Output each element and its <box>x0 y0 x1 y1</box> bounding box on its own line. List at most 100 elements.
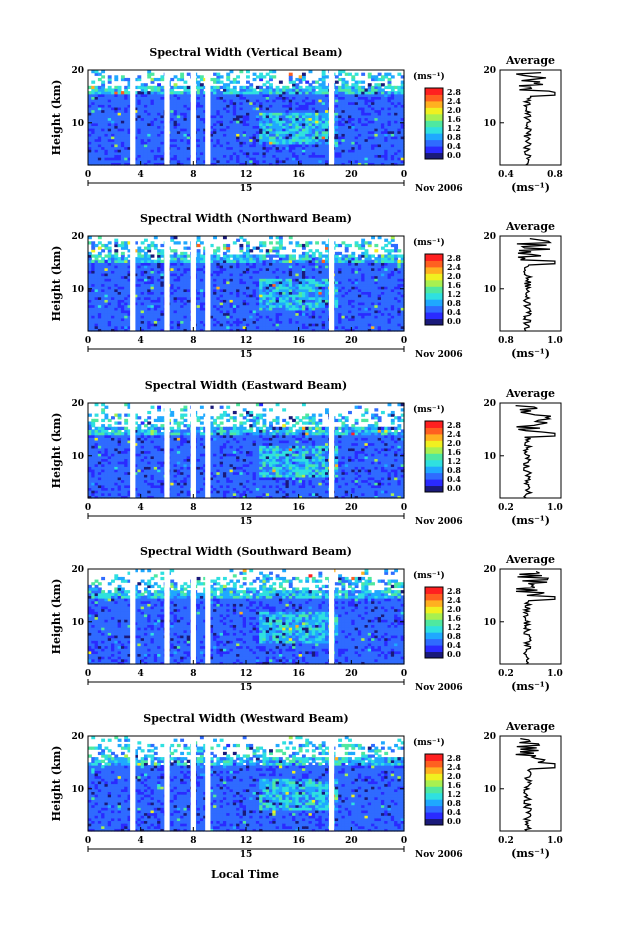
heatmap-cell <box>236 80 241 84</box>
heatmap-cell <box>269 328 273 332</box>
heatmap-cell <box>311 130 316 134</box>
heatmap-cell <box>334 114 339 119</box>
heatmap-cell <box>236 122 241 127</box>
heatmap-cell <box>288 80 293 84</box>
heatmap-cell <box>288 130 293 134</box>
heatmap-cell <box>97 270 102 274</box>
heatmap-cell <box>255 291 260 295</box>
heatmap-cell <box>117 99 122 103</box>
heatmap-cell <box>236 312 241 316</box>
heatmap-cell <box>120 120 125 124</box>
heatmap-cell <box>107 88 112 92</box>
heatmap-cell <box>229 267 234 271</box>
heatmap-cell <box>216 72 221 76</box>
heatmap-cell <box>400 96 405 100</box>
heatmap-cell <box>203 77 208 82</box>
heatmap-cell <box>272 138 277 142</box>
heatmap-cell <box>209 299 214 303</box>
heatmap-cell <box>137 99 142 103</box>
heatmap-cell <box>262 323 267 327</box>
heatmap-cell <box>209 301 214 306</box>
heatmap-cell <box>232 309 237 314</box>
heatmap-cell <box>170 236 175 240</box>
heatmap-cell <box>265 112 270 116</box>
heatmap-cell <box>127 83 132 87</box>
heatmap-cell <box>249 309 254 314</box>
heatmap-cell <box>397 117 402 121</box>
heatmap-cell <box>288 325 293 329</box>
heatmap-cell <box>91 323 96 327</box>
heatmap-cell <box>285 91 290 95</box>
heatmap-cell <box>367 138 372 142</box>
heatmap-cell <box>348 125 352 129</box>
heatmap-cell <box>140 304 145 308</box>
heatmap-cell <box>107 101 112 105</box>
heatmap-cell <box>137 312 142 316</box>
heatmap-cell <box>137 299 142 303</box>
heatmap-cell <box>397 106 402 111</box>
heatmap-cell <box>147 157 152 161</box>
heatmap-cell <box>252 296 257 300</box>
heatmap-cell <box>242 272 247 277</box>
heatmap-cell <box>308 138 313 142</box>
heatmap-cell <box>120 270 125 274</box>
heatmap-cell <box>203 85 208 90</box>
heatmap-cell <box>170 106 175 111</box>
heatmap-cell <box>111 294 115 298</box>
heatmap-cell <box>387 114 392 119</box>
heatmap-cell <box>147 122 152 127</box>
heatmap-cell <box>252 133 257 137</box>
heatmap-cell <box>262 325 267 329</box>
heatmap-cell <box>219 101 224 105</box>
heatmap-cell <box>183 114 188 119</box>
heatmap-cell <box>183 125 188 129</box>
heatmap-cell <box>120 265 125 269</box>
heatmap-cell <box>101 291 106 295</box>
heatmap-cell <box>186 323 191 327</box>
heatmap-cell <box>357 120 362 124</box>
heatmap-cell <box>157 301 162 306</box>
heatmap-cell <box>183 112 188 116</box>
heatmap-cell <box>318 133 323 137</box>
heatmap-cell <box>275 286 280 290</box>
heatmap-cell <box>318 159 323 163</box>
heatmap-cell <box>117 96 122 100</box>
heatmap-cell <box>114 267 119 271</box>
heatmap-cell <box>236 157 241 161</box>
heatmap-cell <box>170 109 175 113</box>
heatmap-cell <box>176 146 181 150</box>
heatmap-cell <box>94 125 99 129</box>
heatmap-cell <box>282 299 287 303</box>
heatmap-cell <box>88 325 92 329</box>
heatmap-cell <box>176 143 181 148</box>
heatmap-cell <box>176 117 181 121</box>
heatmap-cell <box>222 83 227 87</box>
heatmap-cell <box>222 280 227 285</box>
heatmap-cell <box>107 278 112 282</box>
heatmap-cell <box>348 159 352 163</box>
heatmap-cell <box>259 125 264 129</box>
heatmap-cell <box>111 286 115 290</box>
heatmap-cell <box>272 75 277 79</box>
heatmap-cell <box>222 309 227 314</box>
heatmap-cell <box>183 85 188 90</box>
heatmap-cell <box>262 243 267 248</box>
heatmap-cell <box>196 75 201 79</box>
heatmap-cell <box>282 109 287 113</box>
heatmap-cell <box>318 149 323 153</box>
heatmap-cell <box>97 85 102 90</box>
heatmap-cell <box>272 262 277 266</box>
heatmap-cell <box>120 151 125 156</box>
heatmap-cell <box>120 99 125 103</box>
heatmap-cell <box>107 117 112 121</box>
heatmap-cell <box>147 317 152 322</box>
heatmap-cell <box>265 325 270 329</box>
heatmap-cell <box>216 259 221 263</box>
heatmap-cell <box>88 96 92 100</box>
heatmap-cell <box>318 122 323 127</box>
heatmap-cell <box>153 104 158 108</box>
heatmap-cell <box>351 99 356 103</box>
average-title: Average <box>505 54 555 67</box>
heatmap-cell <box>255 307 260 311</box>
heatmap-cell <box>153 91 158 95</box>
